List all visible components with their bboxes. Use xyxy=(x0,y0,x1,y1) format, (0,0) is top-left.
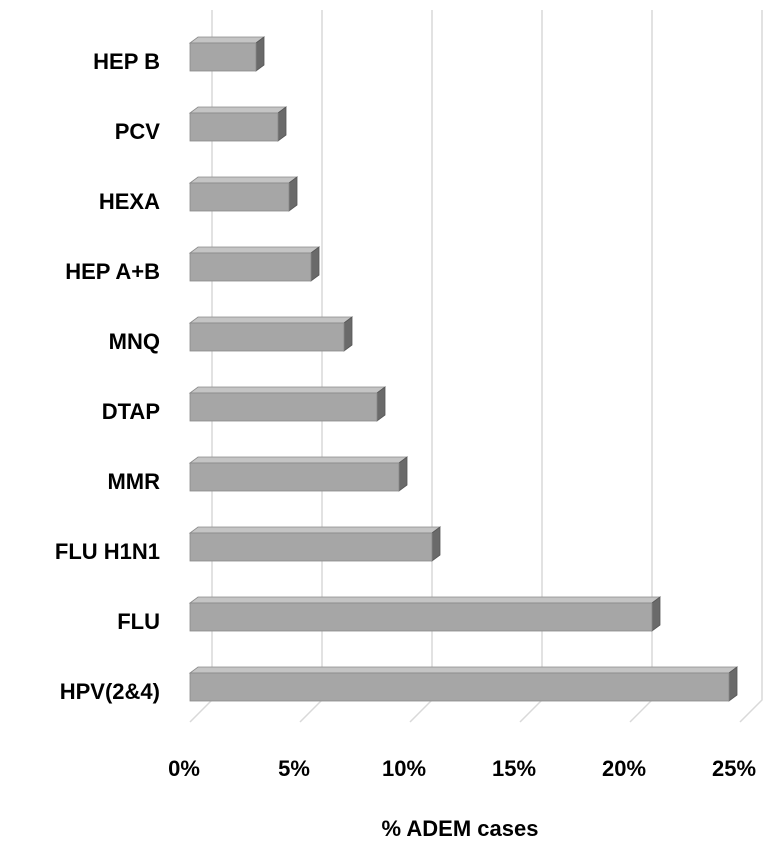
x-tick-label: 25% xyxy=(712,756,756,781)
bar-top xyxy=(188,106,288,114)
x-axis-label: % ADEM cases xyxy=(382,816,539,841)
bar-top xyxy=(188,596,662,604)
y-tick-label: MMR xyxy=(107,469,160,494)
y-tick-label: HEXA xyxy=(99,189,160,214)
y-tick-label: DTAP xyxy=(102,399,160,424)
bar xyxy=(189,462,400,492)
bar-top xyxy=(188,36,266,44)
bar-side xyxy=(255,36,265,72)
bar xyxy=(189,532,433,562)
bar-side xyxy=(310,246,320,282)
bar-side xyxy=(376,386,386,422)
x-tick-label: 0% xyxy=(168,756,200,781)
x-tick-label: 10% xyxy=(382,756,426,781)
bar-top xyxy=(188,666,739,674)
y-tick-label: HPV(2&4) xyxy=(60,679,160,704)
bar-side xyxy=(277,106,287,142)
y-tick-label: HEP B xyxy=(93,49,160,74)
bar xyxy=(189,322,345,352)
bar xyxy=(189,42,257,72)
bar xyxy=(189,182,290,212)
bar-side xyxy=(288,176,298,212)
grid-line xyxy=(739,10,763,723)
bar xyxy=(189,602,653,632)
bar xyxy=(189,252,312,282)
x-tick-label: 20% xyxy=(602,756,646,781)
bar xyxy=(189,672,730,702)
bar-top xyxy=(188,526,442,534)
y-tick-label: MNQ xyxy=(109,329,160,354)
bar xyxy=(189,392,378,422)
bar xyxy=(189,112,279,142)
bar-top xyxy=(188,456,409,464)
x-tick-label: 15% xyxy=(492,756,536,781)
bar-top xyxy=(188,246,321,254)
bar-side xyxy=(343,316,353,352)
bar-top xyxy=(188,386,387,394)
x-tick-label: 5% xyxy=(278,756,310,781)
y-tick-label: FLU xyxy=(117,609,160,634)
y-tick-label: PCV xyxy=(115,119,161,144)
bar-top xyxy=(188,176,299,184)
y-tick-label: HEP A+B xyxy=(65,259,160,284)
bar-top xyxy=(188,316,354,324)
bar-side xyxy=(398,456,408,492)
bar-side xyxy=(651,596,661,632)
bar-side xyxy=(431,526,441,562)
y-tick-label: FLU H1N1 xyxy=(55,539,160,564)
bar-side xyxy=(728,666,738,702)
